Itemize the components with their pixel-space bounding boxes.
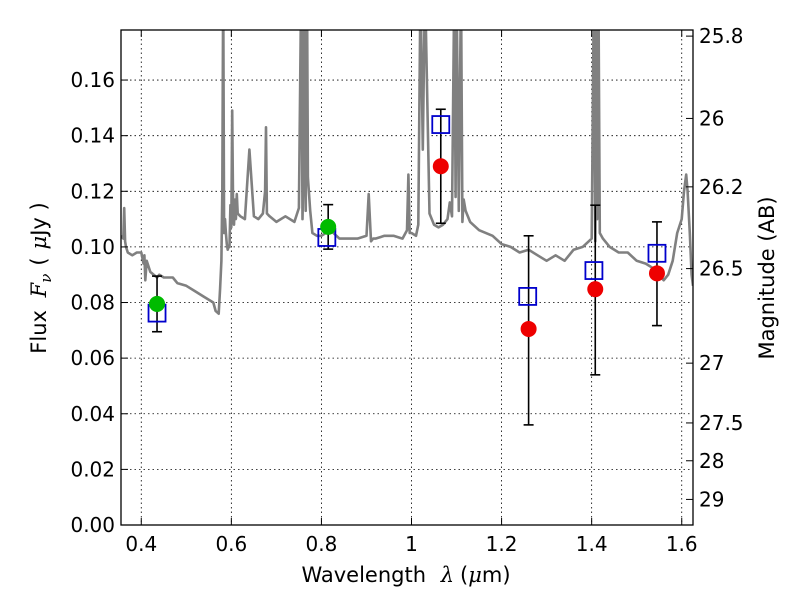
y-tick-label: 0.00 bbox=[70, 513, 115, 537]
x-tick-label: 1.2 bbox=[486, 532, 518, 556]
observed-point bbox=[320, 218, 337, 235]
y-tick-label: 0.08 bbox=[70, 291, 115, 315]
right-tick-label: 25.8 bbox=[699, 24, 744, 48]
x-axis-label: Wavelength λ (μm) bbox=[301, 563, 510, 587]
x-axis-label-unit-open: ( bbox=[460, 563, 468, 587]
y-tick-label: 0.02 bbox=[70, 457, 115, 481]
right-tick-label: 28 bbox=[699, 449, 724, 473]
y-tick-label: 0.10 bbox=[70, 235, 115, 259]
observed-point bbox=[520, 320, 537, 337]
y-axis-label: Flux Fν ( μJy ) bbox=[27, 202, 55, 353]
y-axis-label-subscript: ν bbox=[37, 274, 55, 283]
y-axis-label-symbol: F bbox=[27, 281, 51, 298]
axes: 0.4 0.6 0.8 1 1.2 1.4 1.6 0.00 0.02 0.04 0.06 0.08 0… bbox=[70, 24, 743, 556]
y-tick-label: 0.04 bbox=[70, 402, 115, 426]
x-tick-label: 0.4 bbox=[125, 532, 157, 556]
x-axis-label-symbol: λ bbox=[440, 563, 454, 587]
markers bbox=[147, 115, 667, 337]
right-tick-label: 27 bbox=[699, 351, 724, 375]
model-square-point bbox=[431, 115, 451, 134]
y-tick-label: 0.16 bbox=[70, 68, 115, 92]
x-tick-label: 1.6 bbox=[666, 532, 698, 556]
x-tick-label: 1 bbox=[405, 532, 418, 556]
right-tick-label: 27.5 bbox=[699, 411, 744, 435]
y-tick-label: 0.14 bbox=[70, 124, 115, 148]
x-axis-label-text: Wavelength bbox=[301, 563, 426, 587]
observed-point bbox=[587, 281, 604, 298]
y-tick-label: 0.06 bbox=[70, 346, 115, 370]
right-tick-label: 26.5 bbox=[699, 257, 744, 281]
observed-point bbox=[432, 158, 449, 175]
y-axis-label-unit-rest: Jy ) bbox=[27, 202, 51, 238]
plot-background bbox=[121, 30, 693, 525]
y-axis-label-unit-open: ( bbox=[27, 257, 51, 265]
plot-frame bbox=[120, 29, 694, 526]
spectrum-line bbox=[121, 30, 693, 316]
model-square-point bbox=[518, 287, 538, 306]
right-tick-label: 26 bbox=[699, 106, 724, 130]
observed-point bbox=[648, 265, 665, 282]
x-tick-label: 1.4 bbox=[576, 532, 608, 556]
y-axis-label-text: Flux bbox=[27, 310, 51, 354]
model-square-point bbox=[584, 261, 604, 280]
x-axis-label-unit-mu: μ bbox=[468, 563, 482, 587]
right-axis-label: Magnitude (AB) bbox=[755, 196, 779, 359]
x-tick-label: 0.6 bbox=[215, 532, 247, 556]
right-tick-label: 29 bbox=[699, 487, 724, 511]
y-axis-label-unit-mu: μ bbox=[27, 236, 51, 250]
model-square-point bbox=[647, 243, 667, 263]
y-tick-label: 0.12 bbox=[70, 179, 115, 203]
x-tick-label: 0.8 bbox=[306, 532, 338, 556]
observed-point bbox=[149, 295, 166, 312]
grid bbox=[121, 30, 693, 526]
plot-area bbox=[121, 30, 693, 316]
x-axis-label-unit-rest: m) bbox=[482, 563, 511, 587]
right-tick-label: 26.2 bbox=[699, 175, 744, 199]
